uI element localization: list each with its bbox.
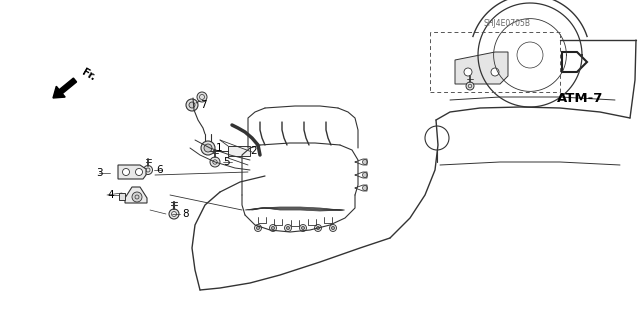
Circle shape <box>136 168 143 175</box>
Circle shape <box>464 68 472 76</box>
Circle shape <box>300 225 307 232</box>
Circle shape <box>362 186 367 190</box>
Text: 5: 5 <box>223 157 230 167</box>
Circle shape <box>189 102 195 108</box>
Circle shape <box>204 144 212 152</box>
Circle shape <box>271 226 275 229</box>
Circle shape <box>132 192 142 202</box>
Circle shape <box>332 226 335 229</box>
Polygon shape <box>118 165 146 179</box>
Circle shape <box>269 225 276 232</box>
Text: 2: 2 <box>250 146 257 156</box>
Circle shape <box>197 92 207 102</box>
Text: 8: 8 <box>182 209 189 219</box>
Polygon shape <box>562 52 587 72</box>
Circle shape <box>169 209 179 219</box>
Circle shape <box>210 157 220 167</box>
Text: 6: 6 <box>156 165 163 175</box>
Polygon shape <box>228 146 250 156</box>
Circle shape <box>301 226 305 229</box>
Circle shape <box>466 82 474 90</box>
Circle shape <box>143 166 152 174</box>
Text: ATM-7: ATM-7 <box>557 93 603 105</box>
Circle shape <box>491 68 499 76</box>
Polygon shape <box>119 193 125 200</box>
Circle shape <box>201 141 215 155</box>
Text: SHJ4E0705B: SHJ4E0705B <box>483 19 530 28</box>
Text: 4: 4 <box>107 190 114 200</box>
Polygon shape <box>455 52 508 84</box>
Circle shape <box>317 226 319 229</box>
Circle shape <box>362 160 367 165</box>
FancyArrow shape <box>53 78 77 98</box>
Text: 1: 1 <box>216 143 223 153</box>
Circle shape <box>314 225 321 232</box>
Text: 3: 3 <box>96 168 102 178</box>
Circle shape <box>122 168 129 175</box>
Text: Fr.: Fr. <box>80 67 97 83</box>
Circle shape <box>330 225 337 232</box>
Polygon shape <box>125 187 147 203</box>
Circle shape <box>186 99 198 111</box>
Circle shape <box>255 225 262 232</box>
Text: 7: 7 <box>200 100 207 110</box>
Circle shape <box>257 226 259 229</box>
Circle shape <box>287 226 289 229</box>
Circle shape <box>285 225 291 232</box>
Circle shape <box>362 173 367 177</box>
